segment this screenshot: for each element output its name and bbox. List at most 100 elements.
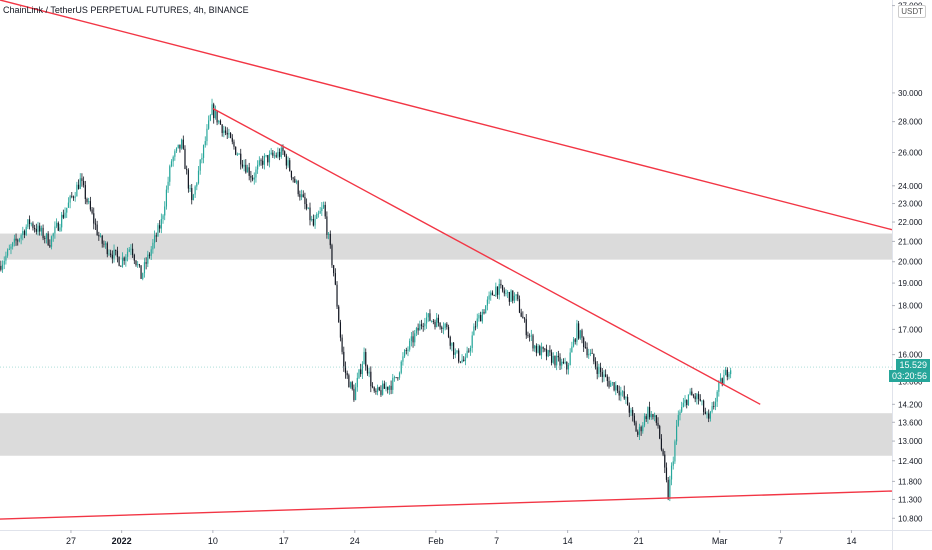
candle-up (724, 369, 727, 376)
candle-up (258, 160, 260, 165)
candle-up (679, 411, 681, 416)
candle-down (219, 120, 222, 125)
candle-up (598, 366, 600, 374)
candle-down (71, 195, 73, 197)
candle-down (648, 407, 651, 418)
candle-up (143, 262, 146, 274)
candle-up (40, 227, 42, 232)
candle-down (101, 235, 103, 244)
candle-up (672, 461, 674, 466)
candle-down (520, 312, 522, 317)
candle-down (512, 290, 514, 301)
candle-down (616, 385, 619, 391)
candle-up (327, 233, 330, 235)
candle-down (96, 224, 98, 236)
candle-down (353, 388, 355, 401)
time-tick-label: 27 (66, 536, 76, 546)
bar-countdown-badge: 03:20:56 (888, 370, 930, 383)
candle-down (500, 283, 502, 286)
candle-down (549, 350, 551, 353)
candle-up (719, 378, 722, 382)
candle-down (574, 339, 576, 342)
candle-down (635, 422, 637, 432)
candle-down (395, 377, 397, 379)
candle-down (446, 323, 448, 328)
candle-down (483, 311, 485, 314)
candle-down (439, 322, 441, 328)
price-tick-label: 11.800 (898, 477, 922, 486)
candle-up (208, 120, 210, 129)
candle-up (505, 293, 507, 294)
candle-down (233, 141, 235, 147)
candle-up (464, 357, 467, 361)
candle-down (226, 132, 228, 135)
candle-up (243, 164, 245, 167)
candle-up (199, 159, 201, 171)
candle-up (37, 225, 39, 232)
candle-down (341, 337, 343, 352)
candle-down (224, 130, 227, 133)
candle-down (187, 170, 189, 189)
candle-down (535, 345, 537, 353)
candle-up (730, 370, 732, 375)
candle-up (684, 400, 686, 403)
candle-up (165, 189, 168, 207)
price-unit-button[interactable]: USDT (898, 5, 926, 18)
candle-down (432, 320, 434, 322)
candle-down (23, 231, 26, 235)
time-tick-label: 14 (846, 536, 856, 546)
candle-down (366, 366, 369, 374)
candle-down (86, 198, 88, 203)
candle-down (550, 352, 553, 363)
candle-up (189, 188, 191, 189)
candle-down (605, 374, 607, 377)
candle-down (449, 336, 451, 346)
candle-up (670, 465, 673, 480)
candle-up (513, 295, 516, 301)
price-tick-label: 10.800 (898, 514, 923, 523)
candle-up (414, 333, 416, 343)
price-tick-label: 26.000 (898, 148, 923, 157)
candle-up (1, 264, 4, 270)
candle-up (398, 372, 401, 378)
candle-down (115, 249, 117, 251)
candle-down (390, 385, 392, 390)
candle-down (155, 235, 157, 237)
candle-up (108, 253, 110, 255)
candle-down (32, 223, 34, 228)
candle-up (540, 346, 543, 356)
price-tick-label: 24.000 (898, 182, 923, 191)
candle-down (375, 390, 377, 392)
candle-up (263, 155, 265, 165)
candle-down (523, 318, 526, 320)
candle-down (627, 397, 629, 406)
candle-up (88, 201, 90, 203)
candle-up (311, 219, 313, 221)
candle-up (74, 196, 76, 198)
candle-up (79, 178, 81, 189)
candle-up (625, 397, 627, 399)
candle-down (111, 254, 113, 259)
candle-up (451, 342, 453, 346)
price-tick-label: 17.000 (898, 325, 923, 334)
candle-down (235, 146, 237, 155)
candle-up (481, 311, 483, 322)
candle-up (650, 414, 652, 418)
candle-down (380, 390, 382, 395)
candle-down (326, 216, 328, 235)
candle-up (476, 318, 478, 327)
candle-down (346, 372, 348, 376)
candle-up (716, 391, 718, 402)
candle-down (721, 378, 723, 385)
candle-up (490, 292, 492, 296)
candle-down (179, 144, 181, 149)
candle-down (365, 352, 367, 367)
candle-up (402, 356, 404, 362)
candle-down (517, 294, 519, 300)
candle-up (552, 355, 554, 363)
candle-down (583, 337, 585, 348)
candle-up (689, 391, 691, 395)
candle-up (676, 425, 678, 442)
